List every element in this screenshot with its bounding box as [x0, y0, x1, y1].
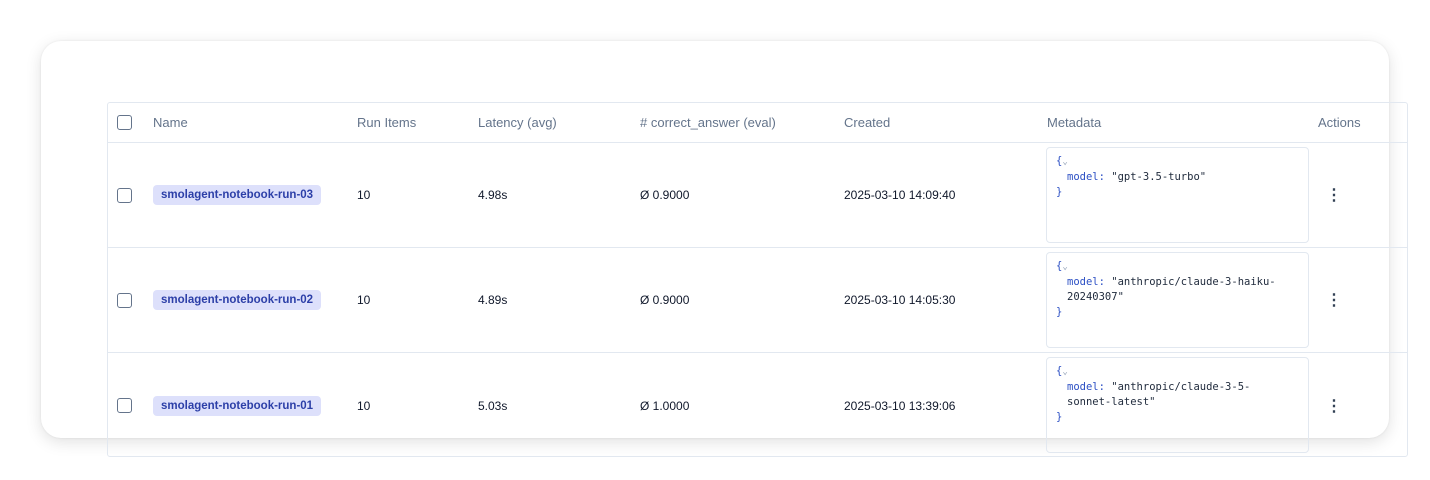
created-timestamp: 2025-03-10 14:09:40	[844, 188, 956, 202]
collapse-chevron-icon[interactable]: ⌄	[1062, 157, 1068, 167]
table-row[interactable]: smolagent-notebook-run-03 10 4.98s Ø 0.9…	[108, 143, 1407, 248]
json-open-brace: {	[1056, 155, 1063, 167]
json-close-brace: }	[1056, 306, 1063, 318]
metadata-json-viewer[interactable]: {⌄ model: "anthropic/claude-3-haiku- 2024…	[1046, 252, 1309, 348]
latency: 4.98s	[478, 188, 508, 202]
col-name[interactable]: Name	[153, 115, 188, 130]
row-checkbox[interactable]	[117, 187, 132, 203]
json-entry: model: "anthropic/claude-3-5- sonnet-late…	[1056, 380, 1299, 410]
json-key: model:	[1067, 381, 1105, 393]
created-timestamp: 2025-03-10 14:05:30	[844, 293, 956, 307]
collapse-chevron-icon[interactable]: ⌄	[1062, 367, 1068, 377]
more-actions-icon[interactable]: ⋮	[1326, 292, 1342, 309]
json-close-brace: }	[1056, 186, 1063, 198]
correct-answer-score: Ø 0.9000	[640, 293, 690, 307]
select-all-checkbox[interactable]	[117, 115, 132, 130]
col-created[interactable]: Created	[844, 115, 891, 130]
more-actions-icon[interactable]: ⋮	[1326, 397, 1342, 415]
row-checkbox[interactable]	[117, 292, 132, 308]
run-name-badge[interactable]: smolagent-notebook-run-03	[153, 185, 322, 205]
json-key: model:	[1067, 171, 1105, 183]
row-checkbox[interactable]	[117, 398, 132, 413]
correct-answer-score: Ø 0.9000	[640, 188, 690, 202]
json-value: "anthropic/claude-3-haiku- 20240307"	[1067, 276, 1276, 303]
latency: 4.89s	[478, 293, 508, 307]
json-entry: model: "anthropic/claude-3-haiku- 2024030…	[1056, 275, 1299, 305]
json-value: "anthropic/claude-3-5- sonnet-latest"	[1067, 381, 1251, 408]
run-items: 10	[357, 398, 371, 413]
json-open-brace: {	[1056, 260, 1063, 272]
json-entry: model: "gpt-3.5-turbo"	[1056, 170, 1299, 185]
latency: 5.03s	[478, 398, 508, 413]
run-items: 10	[357, 188, 371, 202]
runs-card: Name Run Items Latency (avg) # correct_a…	[41, 41, 1408, 457]
more-actions-icon[interactable]: ⋮	[1326, 187, 1342, 204]
table-row[interactable]: smolagent-notebook-run-02 10 4.89s Ø 0.9…	[108, 248, 1407, 353]
runs-table: Name Run Items Latency (avg) # correct_a…	[107, 102, 1408, 457]
table-row[interactable]: smolagent-notebook-run-01 10 5.03s Ø 1.0…	[108, 353, 1407, 458]
run-items: 10	[357, 293, 371, 307]
created-timestamp: 2025-03-10 13:39:06	[844, 398, 956, 413]
collapse-chevron-icon[interactable]: ⌄	[1062, 262, 1068, 272]
run-name-badge[interactable]: smolagent-notebook-run-01	[153, 395, 322, 416]
table-header: Name Run Items Latency (avg) # correct_a…	[108, 103, 1407, 143]
col-latency[interactable]: Latency (avg)	[478, 115, 557, 130]
correct-answer-score: Ø 1.0000	[640, 398, 690, 413]
col-actions: Actions	[1318, 115, 1361, 130]
run-name-badge[interactable]: smolagent-notebook-run-02	[153, 290, 322, 310]
json-close-brace: }	[1056, 411, 1063, 423]
col-metadata[interactable]: Metadata	[1047, 115, 1102, 130]
metadata-json-viewer[interactable]: {⌄ model: "anthropic/claude-3-5- sonnet-l…	[1046, 357, 1309, 453]
col-correct-answer[interactable]: # correct_answer (eval)	[640, 115, 776, 130]
json-value: "gpt-3.5-turbo"	[1111, 171, 1207, 183]
col-run-items[interactable]: Run Items	[357, 115, 417, 130]
json-open-brace: {	[1056, 365, 1063, 377]
metadata-json-viewer[interactable]: {⌄ model: "gpt-3.5-turbo" }	[1046, 147, 1309, 243]
json-key: model:	[1067, 276, 1105, 288]
